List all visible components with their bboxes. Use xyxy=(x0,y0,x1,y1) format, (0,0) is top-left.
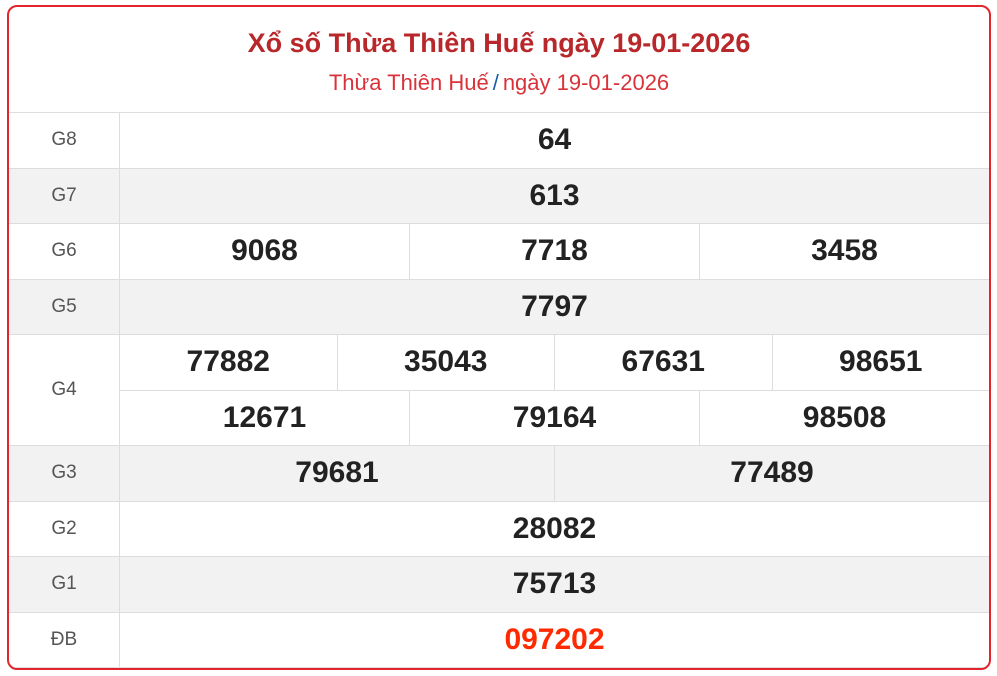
breadcrumb: Thừa Thiên Huế / ngày 19-01-2026 xyxy=(9,69,989,97)
prize-row-g3: G3 79681 77489 xyxy=(9,446,989,502)
breadcrumb-province-link[interactable]: Thừa Thiên Huế xyxy=(328,70,489,95)
prize-label: G7 xyxy=(9,168,120,223)
prize-subrow: 64 xyxy=(120,113,989,168)
prize-label: G3 xyxy=(9,446,120,501)
prize-row-g6: G6 9068 7718 3458 xyxy=(9,224,989,280)
prize-row-g5: G5 7797 xyxy=(9,279,989,335)
breadcrumb-separator: / xyxy=(492,70,499,95)
prize-number: 28082 xyxy=(512,511,597,545)
prize-subrow: 77882 35043 67631 98651 xyxy=(120,335,989,390)
prize-row-đb: ĐB 097202 xyxy=(9,612,989,668)
prize-subrow: 7797 xyxy=(120,280,989,335)
prize-label: G4 xyxy=(9,335,120,445)
prize-label: ĐB xyxy=(9,612,120,667)
prize-subrow: 613 xyxy=(120,169,989,224)
prize-number: 79164 xyxy=(409,390,699,445)
prize-label: G5 xyxy=(9,279,120,334)
prize-subrow: 28082 xyxy=(120,502,989,557)
prize-number: 98651 xyxy=(771,335,990,390)
prize-number: 9068 xyxy=(231,234,298,268)
prize-subrow: 12671 79164 98508 xyxy=(120,389,989,445)
prize-row-g4: G4 77882 35043 67631 98651 12671 79164 98508 xyxy=(9,335,989,446)
prize-number: 7718 xyxy=(409,224,699,279)
prize-number: 35043 xyxy=(336,335,555,390)
prize-number: 75713 xyxy=(512,567,597,601)
prize-label: G1 xyxy=(9,557,120,612)
special-prize-number: 097202 xyxy=(504,622,605,656)
prize-label: G6 xyxy=(9,224,120,279)
prize-subrow: 75713 xyxy=(120,557,989,612)
results-header: Xổ số Thừa Thiên Huế ngày 19-01-2026 Thừ… xyxy=(9,7,989,113)
results-card: Xổ số Thừa Thiên Huế ngày 19-01-2026 Thừ… xyxy=(7,5,991,670)
results-table: G8 64 G7 613 G6 9068 7718 3458 G5 7797 G4 77882 3504… xyxy=(9,113,989,668)
prize-number: 64 xyxy=(537,123,572,157)
prize-row-g1: G1 75713 xyxy=(9,557,989,613)
prize-number: 98508 xyxy=(699,390,989,445)
prize-number: 7797 xyxy=(521,289,588,323)
prize-subrow: 79681 77489 xyxy=(120,446,989,501)
page-title: Xổ số Thừa Thiên Huế ngày 19-01-2026 xyxy=(247,28,751,58)
prize-number: 77882 xyxy=(186,345,270,379)
prize-number: 3458 xyxy=(699,224,989,279)
prize-number: 613 xyxy=(529,178,580,212)
prize-row-g7: G7 613 xyxy=(9,168,989,224)
prize-number: 77489 xyxy=(554,446,989,501)
prize-number: 67631 xyxy=(554,335,772,390)
prize-label: G2 xyxy=(9,501,120,556)
prize-subrow: 9068 7718 3458 xyxy=(120,224,989,279)
prize-subrow: 097202 xyxy=(120,613,989,668)
prize-row-g8: G8 64 xyxy=(9,113,989,169)
prize-label: G8 xyxy=(9,113,120,168)
prize-row-g2: G2 28082 xyxy=(9,501,989,557)
prize-number: 12671 xyxy=(222,400,307,434)
prize-number: 79681 xyxy=(295,456,379,490)
breadcrumb-date-link[interactable]: ngày 19-01-2026 xyxy=(502,70,670,95)
